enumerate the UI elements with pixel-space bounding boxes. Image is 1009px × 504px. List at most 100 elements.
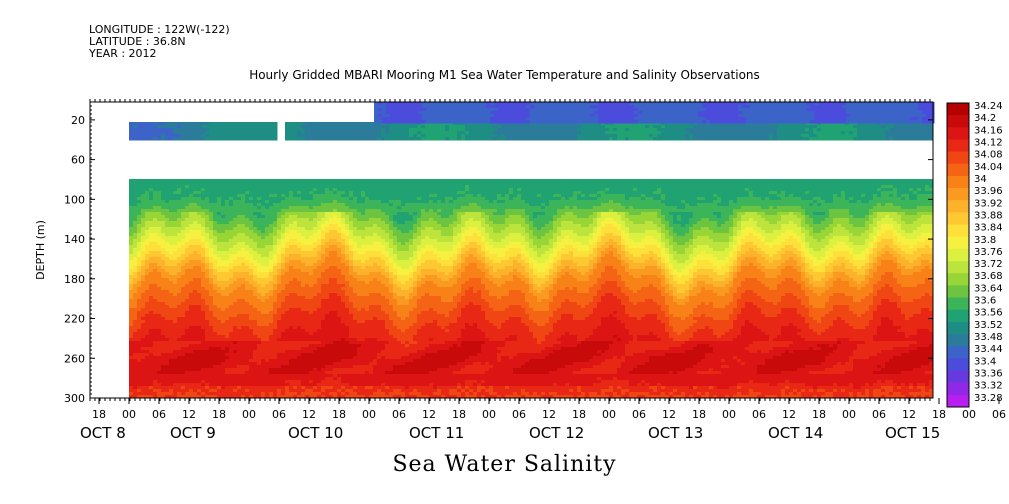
x-tick-label: 18: [212, 408, 226, 421]
colorbar-label: 34.08: [974, 150, 1003, 161]
x-day-label: OCT 9: [170, 424, 216, 442]
surface-layer: [374, 102, 935, 124]
colorbar-label: 33.68: [974, 271, 1003, 282]
x-tick-label: 00: [842, 408, 856, 421]
colorbar-swatch: [947, 127, 969, 140]
colorbar-swatch: [947, 309, 969, 323]
x-day-label: OCT 8: [80, 424, 126, 442]
colorbar-swatch: [947, 188, 969, 201]
y-tick-label: 220: [64, 313, 85, 326]
colorbar-swatch: [947, 285, 969, 298]
x-tick-label: 00: [482, 408, 496, 421]
colorbar-label: 34.16: [974, 125, 1003, 136]
x-day-label: OCT 12: [529, 424, 584, 442]
x-tick-label: 06: [152, 408, 166, 421]
colorbar-swatch: [947, 175, 969, 189]
x-tick-label: 18: [692, 408, 706, 421]
x-day-label: OCT 10: [288, 424, 343, 442]
x-tick-label: 06: [752, 408, 766, 421]
upper-band: [129, 122, 934, 141]
colorbar-swatch: [947, 236, 969, 250]
y-tick-label: 140: [64, 233, 85, 246]
x-tick-label: 00: [122, 408, 136, 421]
x-tick-label: 18: [332, 408, 346, 421]
x-tick-label: 00: [962, 408, 976, 421]
colorbar-label: 33.44: [974, 344, 1003, 355]
colorbar-label: 33.72: [974, 259, 1003, 270]
x-tick-label: 12: [302, 408, 316, 421]
y-tick-label: 300: [64, 392, 85, 405]
x-tick-label: 12: [782, 408, 796, 421]
x-tick-label: 18: [92, 408, 106, 421]
colorbar-swatch: [947, 200, 969, 213]
colorbar-label: 33.76: [974, 247, 1003, 258]
x-day-label: OCT 15: [885, 424, 940, 442]
colorbar-label: 33.48: [974, 332, 1003, 343]
x-tick-label: 00: [722, 408, 736, 421]
y-tick-label: 100: [64, 193, 85, 206]
colorbar-label: 33.84: [974, 223, 1003, 234]
salinity-field: [129, 179, 934, 399]
colorbar-swatch: [947, 297, 969, 311]
axes: 20 60 100 140 180 220 260 300 DEPTH (m) 18 00 06 12 1…: [34, 99, 1006, 442]
colorbar-label: 34.2: [974, 113, 996, 124]
x-tick-label: 00: [242, 408, 256, 421]
colorbar-swatch: [947, 115, 969, 128]
x-tick-label: 00: [362, 408, 376, 421]
colorbar-swatch: [947, 139, 969, 152]
x-tick-label: 18: [572, 408, 586, 421]
y-tick-label: 20: [71, 114, 85, 127]
colorbar-label: 33.36: [974, 369, 1003, 380]
colorbar-swatch: [947, 358, 969, 371]
x-tick-label: 06: [872, 408, 886, 421]
x-tick-label: 12: [662, 408, 676, 421]
colorbar-label: 33.32: [974, 381, 1003, 392]
colorbar-label: 33.52: [974, 320, 1003, 331]
colorbar-label: 33.4: [974, 356, 996, 367]
colorbar-swatch: [947, 382, 969, 396]
latitude-label: LATITUDE : 36.8N: [89, 35, 186, 48]
plot-area: [129, 102, 935, 399]
colorbar-label: 34.12: [974, 137, 1003, 148]
colorbar-label: 34.24: [974, 101, 1003, 112]
colorbar-swatch: [947, 224, 969, 238]
colorbar-swatch: [947, 248, 969, 262]
colorbar-label: 33.96: [974, 186, 1003, 197]
chart-title: Hourly Gridded MBARI Mooring M1 Sea Wate…: [249, 68, 760, 82]
colorbar-label: 33.88: [974, 210, 1003, 221]
colorbar-label: 33.28: [974, 393, 1003, 404]
x-day-label: OCT 11: [409, 424, 464, 442]
colorbar-swatch: [947, 346, 969, 359]
colorbar-label: 33.8: [974, 235, 996, 246]
y-tick-label: 60: [71, 154, 85, 167]
x-tick-label: 06: [512, 408, 526, 421]
colorbar-swatch: [947, 321, 969, 335]
colorbar-swatch: [947, 261, 969, 274]
x-tick-label: 00: [602, 408, 616, 421]
x-tick-label: 06: [992, 408, 1006, 421]
colorbar-swatch: [947, 212, 969, 225]
colorbar-swatch: [947, 394, 969, 408]
colorbar-frame: [946, 102, 970, 408]
colorbar-label: 33.56: [974, 308, 1003, 319]
x-tick-label: 06: [632, 408, 646, 421]
colorbar-label: 34.04: [974, 162, 1003, 173]
colorbar-label: 34: [974, 174, 987, 185]
x-day-label: OCT 14: [768, 424, 823, 442]
chart-subtitle: Sea Water Salinity: [392, 452, 617, 477]
x-tick-label: 18: [932, 408, 946, 421]
colorbar-swatch: [947, 151, 969, 165]
colorbar-label: 33.92: [974, 198, 1003, 209]
colorbar-swatch: [947, 273, 969, 286]
x-day-label: OCT 13: [648, 424, 703, 442]
colorbar-swatch: [947, 334, 969, 347]
x-tick-label: 18: [452, 408, 466, 421]
x-tick-label: 12: [182, 408, 196, 421]
colorbar-swatch: [947, 163, 969, 177]
y-tick-label: 180: [64, 273, 85, 286]
x-tick-label: 12: [422, 408, 436, 421]
x-tick-label: 12: [542, 408, 556, 421]
y-axis-label: DEPTH (m): [34, 220, 47, 280]
colorbar-label: 33.64: [974, 283, 1003, 294]
